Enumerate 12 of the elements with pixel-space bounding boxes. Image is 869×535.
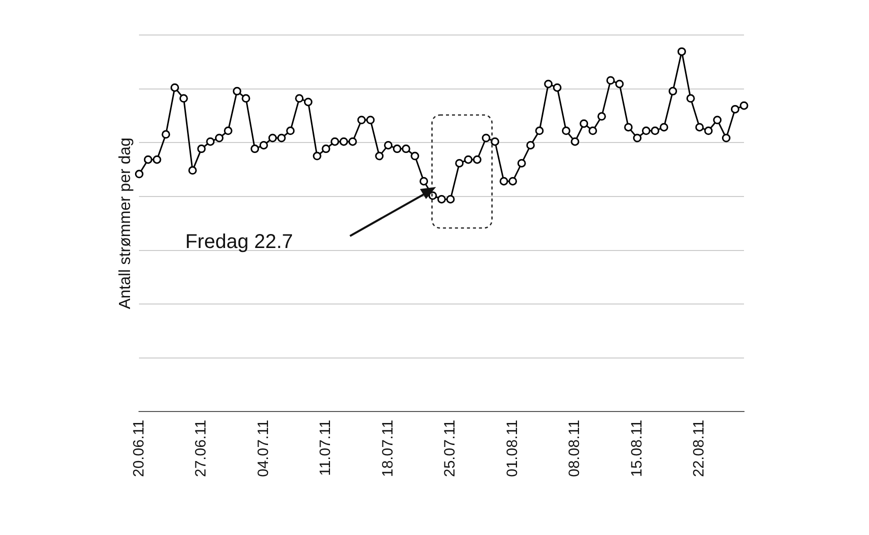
- x-tick-label: 27.06.11: [192, 420, 210, 478]
- x-tick-label: 11.07.11: [317, 420, 334, 476]
- x-tick-label: 15.08.11: [628, 420, 646, 478]
- x-tick-label: 20.06.11: [130, 420, 148, 478]
- annotation: Fredag 22.7: [185, 231, 294, 253]
- x-tick-label: 25.07.11: [442, 420, 459, 478]
- x-tick-label: 08.08.11: [566, 420, 584, 478]
- x-tick-label: 18.07.11: [379, 420, 396, 478]
- x-tick-label: 04.07.11: [254, 420, 272, 478]
- x-tick-label: 22.08.11: [690, 420, 708, 478]
- y-axis-title: Antall strømmer per dag: [117, 138, 134, 310]
- x-tick-label: 01.08.11: [504, 420, 521, 478]
